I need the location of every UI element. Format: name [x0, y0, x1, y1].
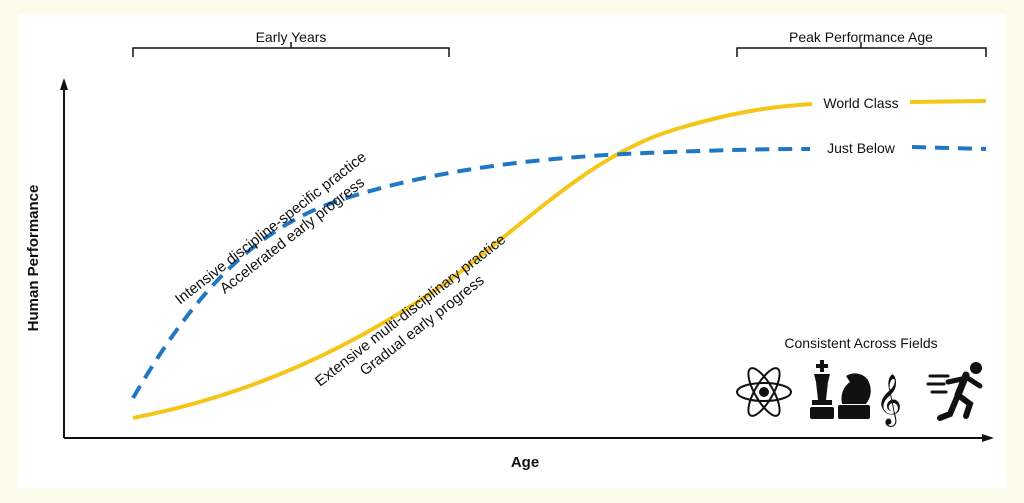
y-axis-arrow-icon: [60, 78, 68, 90]
early-years-bracket: [132, 42, 450, 57]
just-below-curve-tail: [911, 145, 987, 151]
chess-king-icon: [810, 360, 834, 419]
x-axis-arrow-icon: [982, 434, 994, 442]
chess-knight-icon: [838, 373, 871, 419]
x-axis-title: Age: [511, 454, 539, 471]
peak-age-bracket: [736, 42, 987, 57]
fields-title: Consistent Across Fields: [784, 335, 937, 351]
y-axis-title: Human Performance: [25, 185, 42, 332]
blue-annotation-line-1: Intensive discipline-specific practice: [172, 148, 370, 308]
early-years-label: Early Years: [256, 29, 327, 45]
yellow-annotation-line-1: Extensive multi-disciplinary practice: [312, 231, 509, 390]
world-class-label: World Class: [823, 95, 898, 111]
just-below-curve: [131, 147, 811, 400]
peak-age-label: Peak Performance Age: [789, 29, 933, 45]
runner-icon: [926, 362, 983, 421]
axes: [60, 78, 994, 442]
atom-icon: [736, 367, 792, 417]
treble-clef-icon: 𝄞: [876, 374, 902, 427]
yellow-annotation: Extensive multi-disciplinary practice Gr…: [312, 231, 509, 390]
world-class-curve-tail: [909, 99, 987, 104]
world-class-curve: [132, 102, 813, 420]
blue-annotation-line-2: Accelerated early progress: [217, 174, 368, 297]
just-below-label: Just Below: [827, 140, 896, 156]
